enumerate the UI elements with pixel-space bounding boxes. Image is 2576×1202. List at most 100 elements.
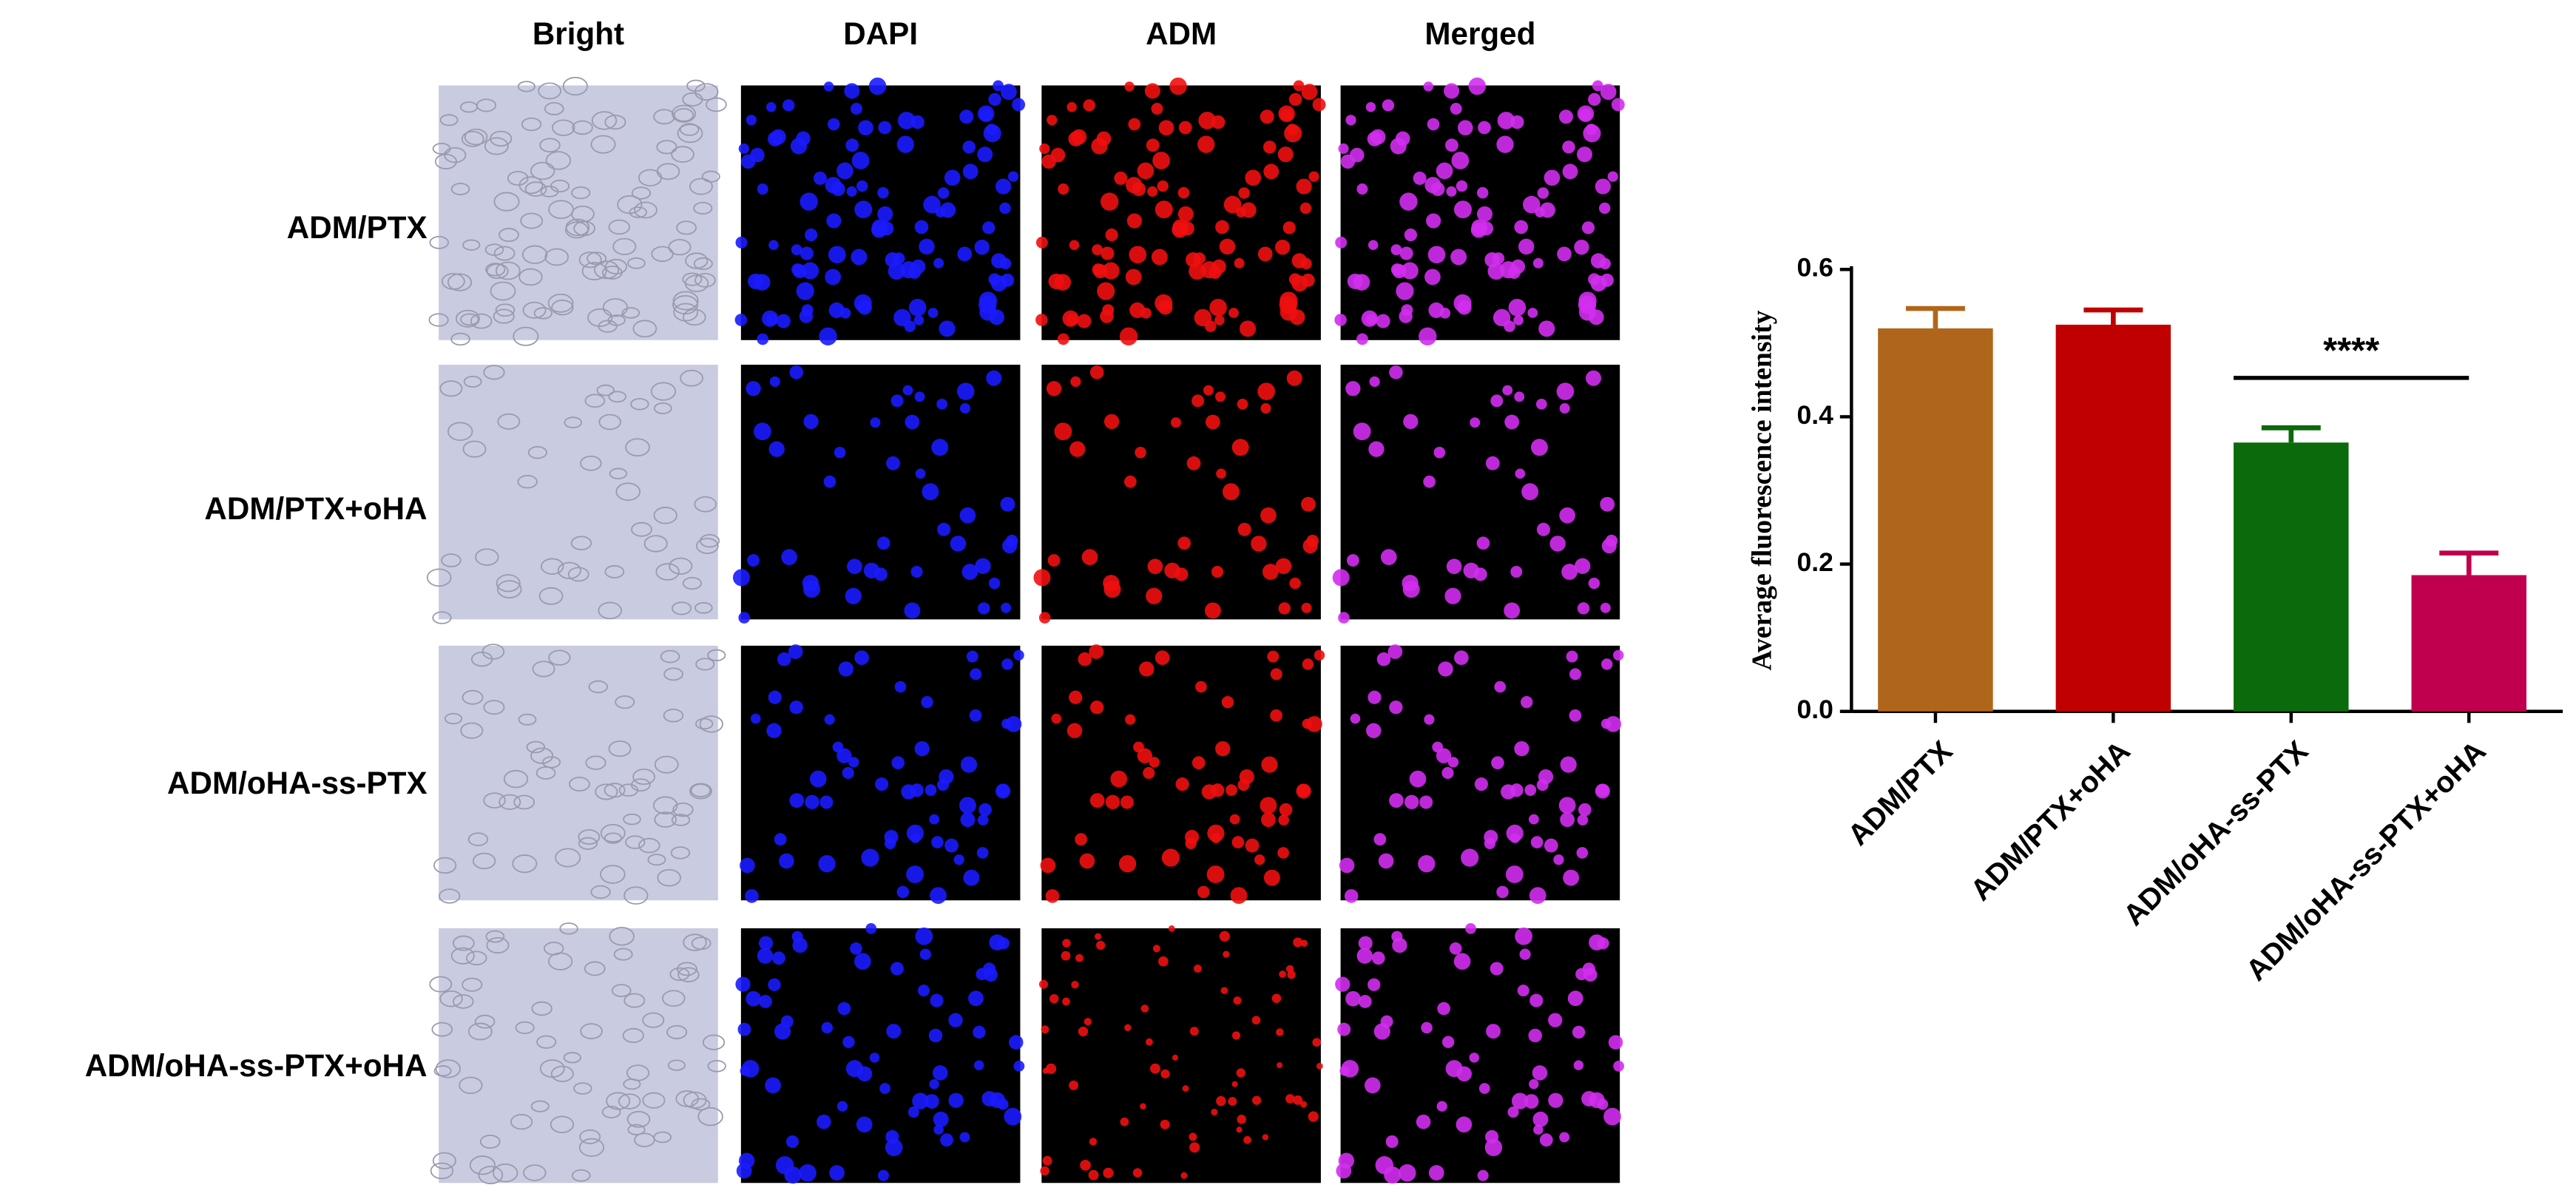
cell bbox=[466, 951, 487, 966]
cell bbox=[1140, 1005, 1149, 1013]
cell bbox=[1474, 777, 1488, 791]
cell bbox=[979, 109, 993, 121]
cell bbox=[1585, 370, 1601, 386]
cell bbox=[1175, 777, 1189, 791]
cell bbox=[766, 723, 782, 738]
cell bbox=[1514, 391, 1525, 402]
cell bbox=[1091, 138, 1108, 155]
cell bbox=[1553, 854, 1564, 865]
y-axis-label: Average fluorescence intensity bbox=[1746, 310, 1777, 670]
cell bbox=[1346, 554, 1359, 567]
cell bbox=[1514, 741, 1529, 757]
cell bbox=[673, 303, 699, 322]
cell bbox=[1569, 668, 1582, 681]
cell bbox=[791, 244, 802, 256]
cell bbox=[838, 661, 853, 677]
cell bbox=[1007, 171, 1019, 182]
cell bbox=[890, 394, 904, 408]
cell bbox=[1504, 414, 1520, 430]
cell bbox=[769, 376, 780, 388]
cell bbox=[1390, 244, 1402, 256]
cell bbox=[1389, 793, 1404, 808]
cell bbox=[1390, 263, 1404, 276]
cell bbox=[823, 475, 836, 488]
cell bbox=[1125, 714, 1136, 725]
cell bbox=[821, 1022, 834, 1034]
cell bbox=[1245, 838, 1260, 853]
cell bbox=[483, 792, 506, 808]
cell bbox=[912, 1093, 929, 1110]
cell bbox=[1220, 987, 1228, 994]
cell bbox=[1404, 794, 1419, 810]
cell bbox=[608, 219, 630, 235]
cell bbox=[1277, 847, 1289, 859]
cell bbox=[1399, 192, 1418, 211]
cell bbox=[650, 382, 677, 401]
cell bbox=[1502, 385, 1513, 396]
cell bbox=[734, 314, 748, 326]
cell bbox=[754, 274, 771, 291]
cell bbox=[831, 182, 845, 197]
cell bbox=[1061, 951, 1071, 961]
cell bbox=[1559, 1132, 1570, 1143]
cell bbox=[995, 178, 1012, 195]
cell bbox=[757, 333, 769, 345]
cell bbox=[1195, 681, 1207, 693]
cell bbox=[757, 948, 774, 964]
cell bbox=[699, 715, 723, 733]
cell bbox=[1538, 320, 1555, 337]
cell bbox=[1421, 1022, 1433, 1034]
cell bbox=[660, 649, 680, 664]
cell bbox=[467, 1022, 493, 1041]
cell bbox=[921, 695, 933, 709]
cell bbox=[1245, 169, 1262, 186]
cell bbox=[1368, 240, 1379, 250]
cell bbox=[870, 417, 881, 428]
cell bbox=[1578, 291, 1597, 310]
cell bbox=[768, 690, 782, 704]
cell bbox=[545, 151, 572, 170]
cell bbox=[1262, 141, 1277, 154]
cell bbox=[697, 1107, 723, 1127]
cell bbox=[932, 1065, 948, 1081]
cell bbox=[768, 978, 781, 991]
cell bbox=[922, 483, 939, 501]
column-header: ADM bbox=[1146, 16, 1217, 51]
cell bbox=[1369, 376, 1380, 388]
cell bbox=[441, 553, 462, 567]
cell bbox=[686, 79, 706, 92]
cell bbox=[848, 757, 859, 768]
cell bbox=[1490, 962, 1504, 976]
cell bbox=[618, 1093, 641, 1110]
cell bbox=[885, 837, 896, 849]
cell bbox=[973, 1025, 986, 1039]
cell bbox=[496, 580, 522, 598]
cell bbox=[1531, 439, 1548, 456]
cell bbox=[691, 1098, 711, 1111]
cell bbox=[1428, 1165, 1444, 1181]
cell bbox=[917, 985, 930, 997]
cell bbox=[612, 237, 637, 255]
cell bbox=[1189, 1132, 1197, 1141]
cell bbox=[550, 1065, 574, 1082]
cell bbox=[1097, 282, 1115, 300]
cell bbox=[746, 990, 762, 1007]
cell bbox=[802, 262, 819, 280]
cell bbox=[613, 948, 633, 961]
cell bbox=[539, 138, 561, 153]
cell bbox=[1105, 794, 1120, 810]
cell bbox=[584, 961, 606, 976]
cell bbox=[993, 80, 1004, 92]
cell bbox=[1095, 933, 1102, 940]
cell bbox=[759, 936, 774, 951]
cell bbox=[490, 281, 516, 301]
cell bbox=[542, 756, 561, 769]
cell bbox=[962, 141, 976, 154]
cell bbox=[782, 99, 795, 112]
cell bbox=[1222, 483, 1240, 501]
cell bbox=[486, 936, 510, 954]
cell bbox=[933, 1111, 949, 1127]
cell bbox=[959, 1132, 970, 1143]
cell bbox=[587, 308, 613, 328]
cell bbox=[1168, 925, 1175, 932]
